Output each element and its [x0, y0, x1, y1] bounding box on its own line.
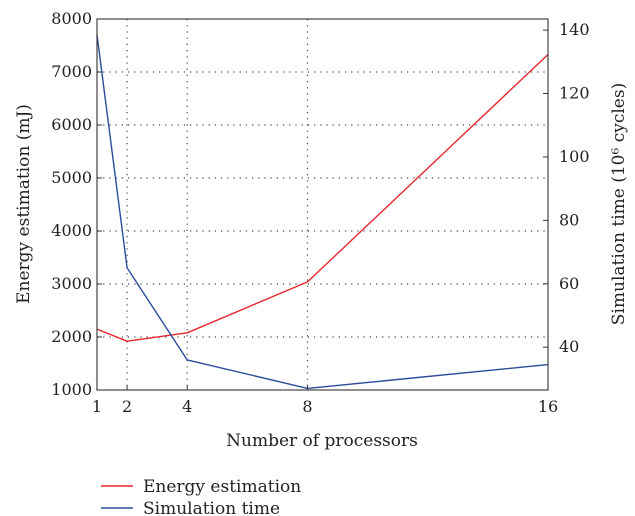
y-right-tick-label: 60 [559, 274, 579, 293]
y-right-tick-label: 80 [559, 210, 579, 229]
y-left-tick-label: 2000 [51, 327, 92, 346]
x-tick-label: 1 [92, 397, 102, 416]
grid [97, 19, 548, 390]
tick-labels: 1000 2000 3000 4000 5000 6000 7000 8000 1 2 4 8 16 40… [51, 9, 589, 416]
y-left-tick-label: 1000 [51, 380, 92, 399]
axis-ticks [96, 18, 549, 391]
y-left-tick-label: 4000 [51, 221, 92, 240]
x-tick-label: 8 [302, 397, 312, 416]
legend-label-energy: Energy estimation [143, 477, 301, 497]
x-tick-label: 4 [182, 397, 192, 416]
series-lines [96, 34, 549, 390]
y-left-tick-label: 8000 [51, 9, 92, 28]
y-axis-right-title: Simulation time (10⁶ cycles) [609, 83, 629, 325]
y-right-tick-label: 140 [559, 20, 590, 39]
y-axis-left-title: Energy estimation (mJ) [14, 104, 34, 304]
series-line-energy-estimation [96, 53, 549, 342]
y-right-tick-label: 40 [559, 337, 579, 356]
y-left-tick-label: 6000 [51, 115, 92, 134]
y-right-tick-label: 120 [559, 84, 590, 103]
y-left-tick-label: 5000 [51, 168, 92, 187]
y-right-tick-label: 100 [559, 147, 590, 166]
y-left-tick-label: 3000 [51, 274, 92, 293]
legend: Energy estimation Simulation time [101, 477, 301, 516]
x-tick-label: 2 [122, 397, 132, 416]
series-line-simulation-time [96, 34, 549, 390]
legend-label-simulation: Simulation time [143, 499, 280, 516]
plot-frame [96, 18, 549, 391]
x-tick-label: 16 [538, 397, 558, 416]
y-left-tick-label: 7000 [51, 62, 92, 81]
x-axis-title: Number of processors [226, 431, 418, 451]
